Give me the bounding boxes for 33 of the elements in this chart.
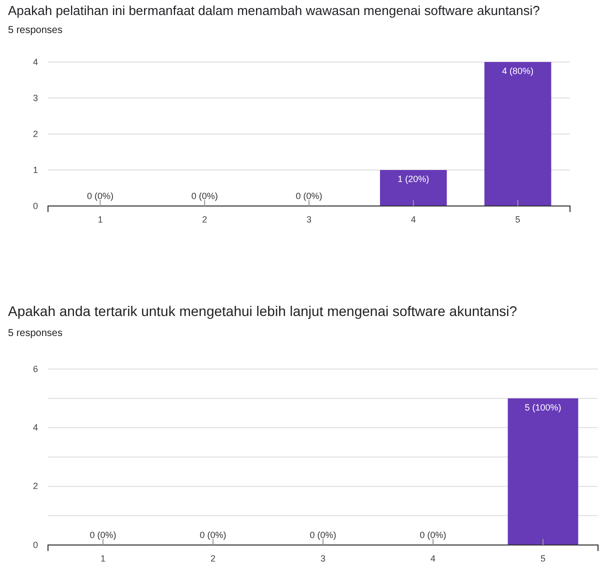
- y-tick-label: 2: [32, 481, 38, 492]
- y-tick-label: 4: [32, 56, 38, 67]
- data-label: 4 (80%): [502, 66, 534, 76]
- y-tick-label: 3: [32, 92, 38, 103]
- x-tick-label: 4: [430, 553, 436, 564]
- x-tick-label: 5: [540, 553, 546, 564]
- data-label: 0 (0%): [296, 191, 322, 201]
- data-label: 0 (0%): [420, 530, 446, 540]
- x-tick-label: 3: [320, 553, 326, 564]
- x-tick-label: 5: [515, 214, 520, 224]
- x-tick-label: 1: [100, 553, 106, 564]
- y-tick-label: 1: [32, 164, 38, 175]
- x-tick-label: 2: [202, 214, 208, 224]
- x-tick-label: 1: [98, 214, 103, 224]
- chart-title: Apakah anda tertarik untuk mengetahui lebih lanjut mengenai software akuntansi?: [8, 303, 518, 319]
- data-label: 0 (0%): [191, 191, 218, 201]
- x-tick-label: 2: [210, 553, 216, 564]
- data-label: 0 (0%): [86, 191, 114, 201]
- data-label: 0 (0%): [90, 530, 116, 540]
- y-tick-label: 6: [32, 364, 38, 374]
- y-tick-label: 2: [32, 128, 38, 139]
- chart-title: Apakah pelatihan ini bermanfaat dalam menambah wawasan mengenai software akuntansi?: [8, 3, 540, 18]
- data-label: 5 (100%): [524, 402, 562, 412]
- chart-subtitle: 5 responses: [8, 25, 62, 36]
- data-label: 0 (0%): [310, 530, 336, 540]
- chart-subtitle: 5 responses: [8, 328, 62, 339]
- y-tick-label: 4: [32, 422, 38, 433]
- y-tick-label: 0: [32, 540, 38, 550]
- x-tick-label: 3: [306, 214, 312, 224]
- x-tick-label: 4: [410, 214, 416, 224]
- data-label: 0 (0%): [200, 530, 226, 540]
- data-label: 1 (20%): [398, 174, 430, 184]
- y-tick-label: 0: [32, 200, 38, 211]
